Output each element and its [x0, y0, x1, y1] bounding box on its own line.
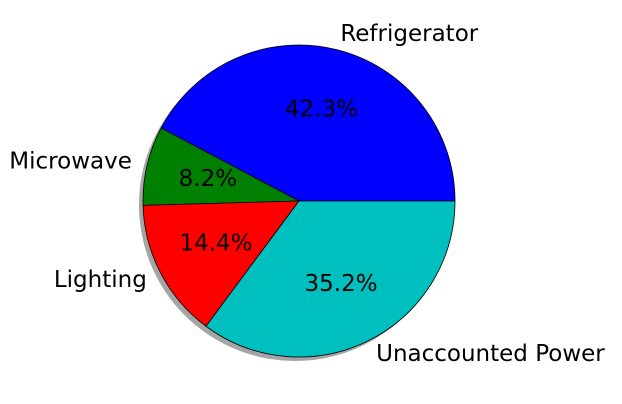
slice-label-unaccounted-power: Unaccounted Power [376, 341, 605, 367]
pie-slices [142, 44, 456, 358]
slice-label-microwave: Microwave [9, 149, 132, 175]
slice-label-lighting: Lighting [54, 267, 147, 293]
slice-pct-microwave: 8.2% [179, 166, 237, 192]
slice-pct-lighting: 14.4% [179, 231, 252, 257]
slice-pct-unaccounted-power: 35.2% [305, 271, 378, 297]
pie-labels: Refrigerator 42.3% Microwave 8.2% Lighting 14… [9, 21, 605, 367]
slice-refrigerator [160, 44, 456, 202]
slice-lighting [142, 200, 300, 327]
slice-label-refrigerator: Refrigerator [340, 21, 478, 47]
slice-pct-refrigerator: 42.3% [285, 97, 358, 123]
slice-unaccounted-power [205, 200, 456, 358]
